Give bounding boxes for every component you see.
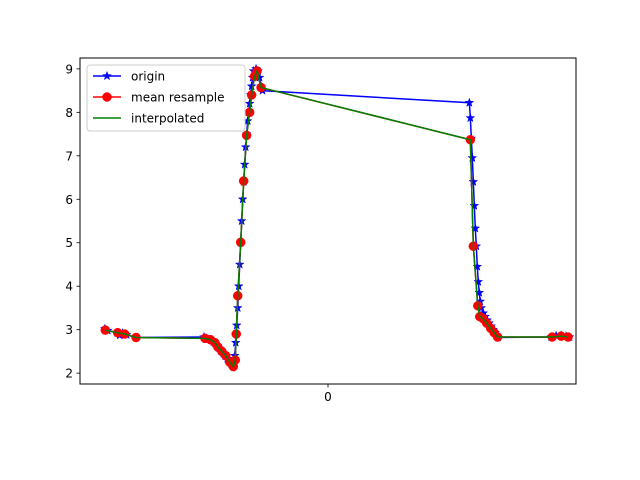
- data-point-origin: [465, 112, 476, 123]
- y-tick-label: 7: [65, 149, 73, 163]
- y-tick-label: 9: [65, 62, 73, 76]
- y-tick-label: 5: [65, 236, 73, 250]
- legend-item-origin: origin: [93, 70, 165, 84]
- legend: origin mean resample interpolated: [86, 64, 246, 132]
- legend-marker-origin: [101, 70, 113, 81]
- series-layer: [99, 63, 575, 372]
- data-point-origin: [246, 80, 257, 91]
- legend-box: [86, 64, 246, 132]
- data-point-mean-resample: [100, 325, 111, 335]
- y-tick-label: 8: [65, 106, 73, 120]
- data-point-origin: [469, 200, 480, 211]
- legend-label-mean-resample: mean resample: [131, 91, 225, 105]
- legend-label-origin: origin: [131, 70, 165, 84]
- y-tick-label: 2: [65, 367, 73, 381]
- data-point-origin: [467, 152, 478, 163]
- series-interpolated: [105, 68, 569, 369]
- legend-item-mean-resample: mean resample: [93, 91, 225, 105]
- y-tick-label: 4: [65, 280, 73, 294]
- x-axis: 0: [324, 384, 332, 404]
- data-point-origin: [473, 276, 484, 287]
- data-point-origin: [244, 98, 255, 108]
- legend-item-interpolated: interpolated: [93, 112, 204, 126]
- y-tick-label: 6: [65, 193, 73, 207]
- data-point-origin: [468, 176, 479, 187]
- series-line-interpolated: [105, 68, 569, 369]
- data-point-origin: [464, 97, 475, 108]
- y-tick-label: 3: [65, 323, 73, 337]
- legend-marker-mean-resample: [102, 92, 112, 102]
- legend-label-interpolated: interpolated: [131, 112, 204, 126]
- x-tick-label: 0: [324, 390, 332, 404]
- y-axis: 2 3 4 5 6 7 8 9: [65, 62, 80, 381]
